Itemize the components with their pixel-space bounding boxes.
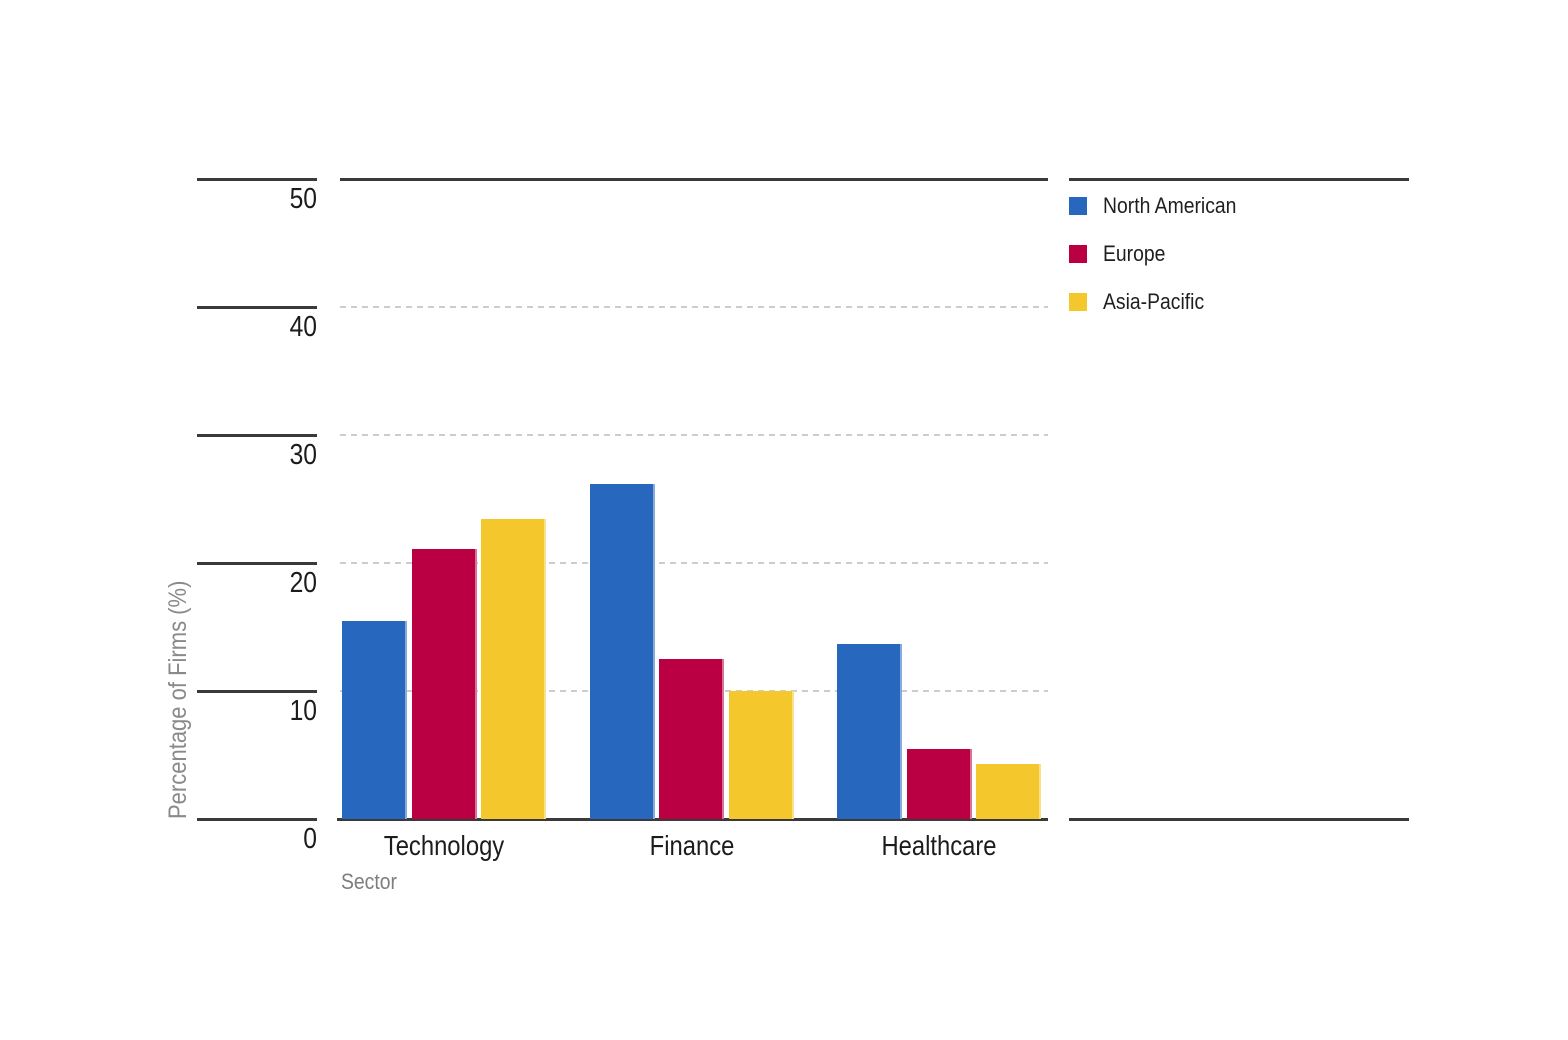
y-tick-label: 20 [289,567,317,599]
y-tick-line [197,689,317,693]
y-tick-label: 0 [303,823,317,855]
y-tick-line [197,817,317,821]
x-category-label: Healthcare [881,830,997,861]
y-tick-line [197,561,317,565]
legend-item: North American [1069,193,1409,218]
legend-label: Europe [1103,241,1166,266]
bar-europe-finance [659,659,724,819]
legend-swatch [1069,293,1087,311]
y-tick-line [197,305,317,309]
legend-label: North American [1103,193,1237,218]
x-category-label: Technology [383,830,505,861]
y-tick-label: 10 [289,695,317,727]
bar-asia-pacific-technology [481,519,546,819]
legend-swatch [1069,197,1087,215]
gridline [340,562,1048,564]
bar-europe-healthcare [906,748,972,819]
y-tick-line [197,433,317,437]
legend-bottom-rule [1069,817,1409,821]
bar-asia-pacific-healthcare [976,763,1041,819]
x-category-label: Finance [649,830,734,861]
gridline [340,434,1048,436]
gridline [340,306,1048,308]
plot-top-rule [340,177,1048,181]
legend-top-rule [1069,177,1409,181]
bar-north-american-healthcare [837,643,902,819]
x-axis-line [337,817,1048,821]
y-tick-label: 40 [289,311,317,343]
y-tick-line [197,177,317,181]
bar-north-american-technology [342,620,407,819]
y-axis-title: Percentage of Firms (%) [164,580,192,819]
bar-europe-technology [411,548,477,819]
legend-item: Europe [1069,241,1409,266]
y-tick-label: 30 [289,439,317,471]
legend-item: Asia-Pacific [1069,289,1409,314]
y-tick-label: 50 [289,183,317,215]
x-axis-title: Sector [341,869,397,894]
bar-north-american-finance [589,483,655,819]
legend-swatch [1069,245,1087,263]
bar-asia-pacific-finance [728,691,794,819]
legend-label: Asia-Pacific [1103,289,1205,314]
